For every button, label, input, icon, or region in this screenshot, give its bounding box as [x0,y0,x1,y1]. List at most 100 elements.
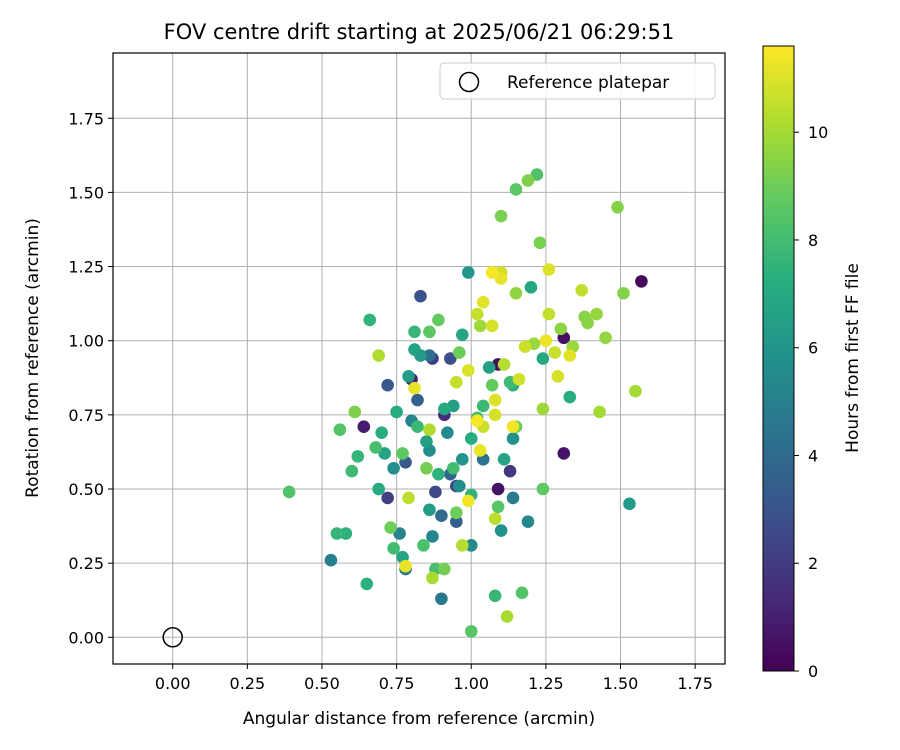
y-axis-label: Rotation from reference (arcmin) [23,218,43,498]
data-point [384,521,397,534]
y-tick-label: 1.75 [68,109,104,128]
data-point [450,506,463,520]
data-point [485,319,499,333]
data-point [635,275,648,288]
data-point [536,352,550,365]
data-point [387,542,400,555]
chart-title: FOV centre drift starting at 2025/06/21 … [164,20,675,44]
y-tick-label: 0.25 [68,554,104,573]
data-point [381,491,394,505]
data-point [387,461,400,475]
data-point [357,420,371,434]
data-point [411,420,424,434]
y-tick-label: 0.00 [68,628,104,647]
data-point [461,364,475,377]
data-point [518,340,532,353]
data-point [494,524,508,537]
data-point [611,200,624,214]
data-point [420,435,433,448]
data-point [476,295,490,309]
plot-frame [112,52,726,665]
data-point [351,450,365,463]
data-point [464,625,478,638]
data-point [461,266,475,279]
x-tick-label: 0.75 [379,674,415,693]
data-point [378,447,391,460]
data-point [417,539,430,552]
data-point [435,509,448,522]
data-point [393,527,406,540]
data-point [557,447,571,460]
data-point [402,491,415,505]
data-point [506,432,520,445]
data-point [464,432,478,445]
data-point [333,423,347,436]
data-point [464,539,478,552]
data-point [461,494,475,508]
data-point [438,562,451,576]
colorbar-label: Hours from first FF file [843,263,863,453]
data-point [515,586,529,600]
y-tick-label: 1.00 [68,332,104,351]
data-point [488,393,502,407]
legend-box [439,62,716,100]
x-tick-label: 0.00 [155,674,191,693]
data-point [488,408,502,422]
data-point [429,485,442,499]
legend: Reference platepar [439,62,716,100]
data-point [500,610,514,623]
data-point [470,414,484,428]
data-point [444,352,457,365]
data-point [414,289,427,303]
colorbar [762,45,795,672]
data-point [494,209,508,223]
data-point [423,325,436,339]
data-point [593,405,606,419]
legend-marker-icon [458,71,480,93]
data-point [542,263,556,276]
data-point [330,527,344,540]
data-point [470,307,484,321]
data-point [473,444,487,457]
x-axis-label: Angular distance from reference (arcmin) [243,709,595,729]
data-point [563,349,577,362]
x-tick-label: 1.00 [453,674,489,693]
data-point [408,325,421,339]
colorbar-tick-label: 2 [808,554,818,573]
data-point [551,369,565,383]
data-point [450,515,463,528]
data-point [396,447,409,460]
data-point [473,319,487,333]
x-tick-label: 1.25 [528,674,564,693]
data-point [455,539,469,552]
y-tick-label: 1.25 [68,258,104,277]
data-point [629,384,642,398]
data-point [453,346,466,359]
data-point [506,491,520,505]
colorbar-tick-label: 0 [808,662,818,681]
data-point [282,485,296,499]
colorbar-tick-label: 4 [808,446,818,465]
data-point [345,464,359,478]
data-point [512,372,526,386]
data-point [521,515,535,528]
data-point [423,423,436,436]
x-tick-label: 1.50 [603,674,639,693]
data-point [578,310,591,324]
data-point [450,375,463,389]
data-point [455,328,469,342]
data-point [542,307,556,321]
colorbar-tick-label: 8 [808,231,818,250]
y-tick-label: 1.50 [68,183,104,202]
data-point [363,313,377,327]
data-point [435,592,448,606]
data-point [599,331,612,345]
reference-platepar-marker [162,627,183,648]
data-point [423,349,436,362]
x-axis-ticks: 0.00 0.25 0.50 0.75 1.00 1.25 1.50 1.75 [155,664,713,693]
data-point [372,482,385,496]
data-point [438,402,451,416]
data-point [617,286,630,300]
data-point [455,453,469,466]
